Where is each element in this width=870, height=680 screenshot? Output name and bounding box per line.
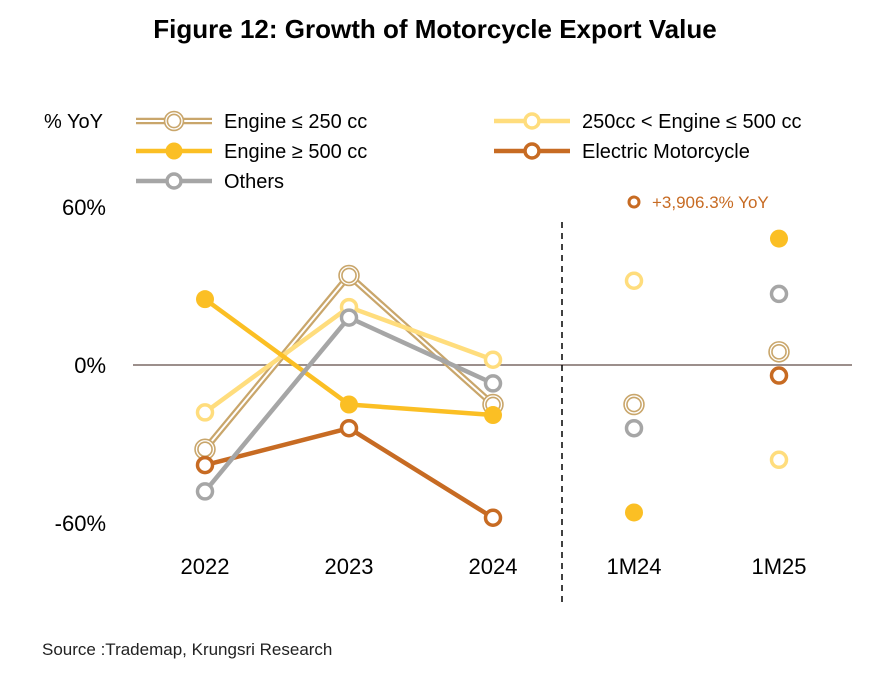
point-250cc-engine-500-cc-2024 xyxy=(483,350,503,369)
point-engine-500-cc-2022 xyxy=(196,290,214,309)
annotation-label: +3,906.3% YoY xyxy=(652,193,769,212)
legend-250cc-engine-500-cc-marker xyxy=(523,112,541,130)
source-note: Source :Trademap, Krungsri Research xyxy=(42,640,333,659)
point-engine-250-cc-1m24-inner xyxy=(624,395,644,414)
point-engine-250-cc-1m25-inner xyxy=(769,342,789,361)
point-engine-500-cc-1m24 xyxy=(625,503,643,522)
point-others-2023 xyxy=(339,308,359,327)
legend-others-label: Others xyxy=(224,171,284,193)
point-electric-motorcycle-1m25 xyxy=(769,366,789,385)
point-others-2024 xyxy=(483,374,503,393)
point-engine-500-cc-2023 xyxy=(340,395,358,414)
annotation: +3,906.3% YoY xyxy=(627,193,769,212)
legend-engine-500-cc-marker xyxy=(165,142,183,160)
point-others-2022 xyxy=(195,482,215,501)
legend-engine-250-cc-label: Engine ≤ 250 cc xyxy=(224,111,367,133)
point-others-1m25 xyxy=(769,284,789,304)
annotation-marker xyxy=(627,195,641,209)
x-tick-label: 1M24 xyxy=(606,554,661,579)
legend-250cc-engine-500-cc-label: 250cc < Engine ≤ 500 cc xyxy=(582,111,801,133)
y-tick-label: -60% xyxy=(55,511,106,536)
point-others-1m24 xyxy=(624,418,644,438)
point-250cc-engine-500-cc-2022 xyxy=(195,403,215,422)
point-250cc-engine-500-cc-1m25 xyxy=(769,450,789,470)
x-tick-label: 2024 xyxy=(469,554,518,579)
point-electric-motorcycle-2024 xyxy=(483,508,503,527)
y-tick-label: 60% xyxy=(62,195,106,220)
x-tick-label: 2023 xyxy=(325,554,374,579)
point-electric-motorcycle-2022 xyxy=(195,455,215,475)
x-axis-ticks: 2022 2023 2024 1M24 1M25 xyxy=(181,554,807,579)
point-250cc-engine-500-cc-1m24 xyxy=(624,271,644,290)
legend-others-marker xyxy=(165,172,183,190)
point-engine-250-cc-2023-inner xyxy=(339,266,359,285)
point-engine-500-cc-2024 xyxy=(484,406,502,425)
series-points xyxy=(194,229,790,527)
y-axis-unit-label: % YoY xyxy=(44,111,103,133)
y-axis-ticks: 60% 0% -60% xyxy=(55,195,106,536)
y-tick-label: 0% xyxy=(74,353,106,378)
legend-electric-motorcycle-marker xyxy=(523,142,541,160)
x-tick-label: 1M25 xyxy=(751,554,806,579)
chart-title: Figure 12: Growth of Motorcycle Export V… xyxy=(153,14,717,44)
legend-electric-motorcycle-label: Electric Motorcycle xyxy=(582,141,750,163)
x-tick-label: 2022 xyxy=(181,554,230,579)
legend-engine-250-cc-marker-inner xyxy=(165,112,183,130)
legend-engine-500-cc-label: Engine ≥ 500 cc xyxy=(224,141,367,163)
point-electric-motorcycle-2023 xyxy=(339,418,359,438)
legend: Engine ≤ 250 cc 250cc < Engine ≤ 500 cc En… xyxy=(136,110,801,193)
point-engine-500-cc-1m25 xyxy=(770,229,788,248)
